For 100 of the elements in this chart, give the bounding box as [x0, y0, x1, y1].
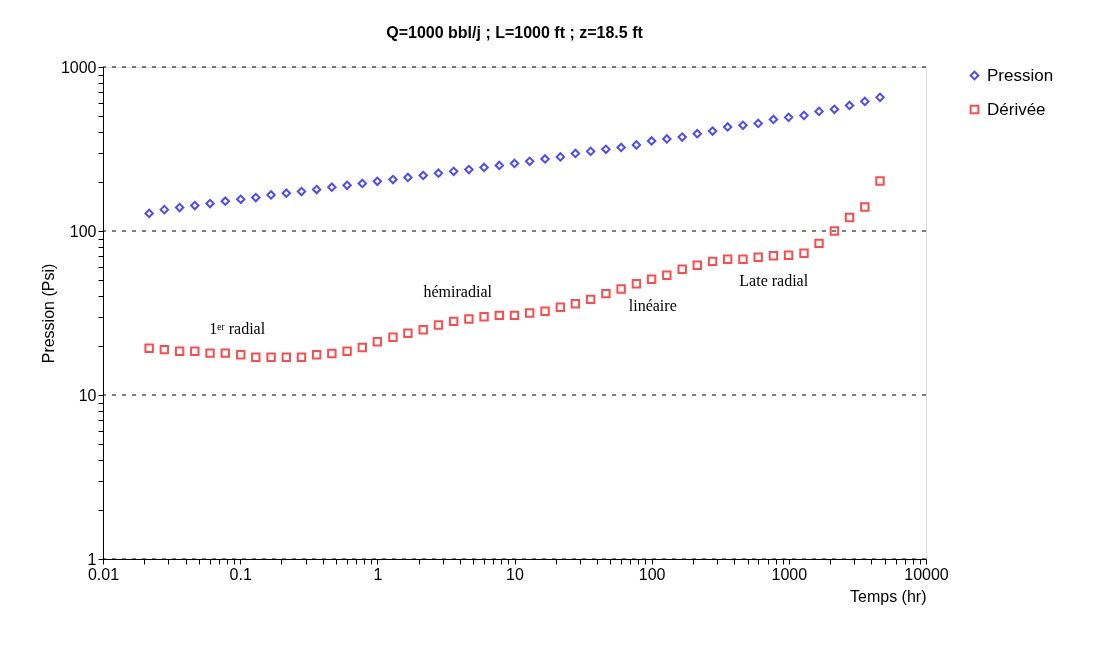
point: [144, 343, 154, 353]
point: [799, 110, 809, 121]
point: [814, 106, 824, 117]
annotation: linéaire: [628, 296, 677, 314]
point: [738, 120, 748, 131]
y-tick-label: 1000: [60, 58, 97, 76]
point: [372, 176, 383, 186]
point: [799, 248, 809, 259]
point: [722, 254, 733, 265]
point: [738, 254, 748, 265]
chart-title: Q=1000 bbl/j ; L=1000 ft ; z=18.5 ft: [386, 24, 644, 41]
point: [205, 348, 215, 358]
point: [296, 186, 307, 197]
point: [555, 302, 566, 312]
point: [296, 352, 307, 362]
point: [494, 310, 505, 321]
point: [631, 140, 642, 150]
point: [707, 256, 718, 267]
point: [342, 346, 352, 356]
point: [236, 194, 246, 205]
point: [251, 352, 261, 362]
point: [509, 310, 520, 321]
annotation: Late radial: [739, 271, 809, 289]
point: [662, 134, 672, 144]
point: [479, 312, 489, 322]
x-tick-label: 1: [373, 565, 383, 583]
point: [677, 264, 687, 275]
point: [692, 260, 702, 270]
point: [433, 320, 444, 330]
point: [753, 118, 763, 129]
point: [494, 160, 505, 171]
point: [311, 184, 322, 195]
point: [464, 314, 474, 324]
point: [220, 348, 230, 358]
point: [509, 158, 520, 169]
point: [768, 114, 779, 125]
point: [524, 156, 535, 167]
point: [524, 308, 535, 318]
point: [144, 208, 154, 219]
point: [601, 144, 611, 154]
point: [342, 180, 352, 190]
x-axis-title: Temps (hr): [850, 587, 927, 605]
point: [388, 174, 398, 185]
point: [205, 198, 215, 209]
point: [251, 192, 261, 203]
point: [357, 178, 368, 189]
point: [646, 136, 657, 146]
legend-label: Pression: [987, 65, 1054, 85]
point: [844, 100, 855, 111]
point: [403, 172, 413, 183]
point: [281, 352, 292, 362]
point: [311, 350, 322, 360]
point: [860, 96, 870, 107]
point: [601, 288, 611, 299]
point: [570, 299, 581, 309]
legend-label: Dérivée: [987, 99, 1046, 119]
point: [266, 352, 276, 362]
point: [783, 112, 794, 123]
point: [388, 332, 398, 342]
point: [448, 316, 459, 327]
x-tick-label: 10000: [904, 565, 949, 583]
point: [464, 164, 474, 175]
point: [433, 168, 444, 178]
annotation: hémiradial: [423, 282, 493, 300]
point: [357, 342, 368, 353]
point: [768, 250, 779, 261]
point: [616, 284, 626, 294]
point: [159, 204, 170, 215]
point: [281, 188, 292, 198]
point: [692, 128, 702, 139]
point: [860, 202, 870, 212]
point: [448, 166, 459, 177]
point: [662, 270, 672, 280]
point: [418, 325, 428, 335]
point: [677, 132, 687, 142]
point: [190, 346, 200, 356]
point: [753, 252, 763, 263]
point: [844, 212, 855, 223]
point: [540, 154, 550, 164]
point: [616, 142, 626, 153]
point: [479, 162, 489, 173]
point: [722, 122, 733, 132]
y-tick-label: 10: [78, 386, 97, 404]
x-tick-label: 10: [506, 565, 524, 583]
point: [327, 348, 337, 359]
y-tick-label: 100: [69, 222, 97, 240]
point: [783, 250, 794, 260]
point: [585, 146, 596, 157]
x-tick-label: 100: [638, 565, 666, 583]
x-tick-label: 1000: [771, 565, 808, 583]
point: [875, 92, 885, 103]
point: [327, 182, 337, 192]
point: [190, 200, 200, 211]
point: [646, 274, 657, 284]
point: [266, 190, 276, 200]
point: [236, 350, 246, 360]
point: [570, 148, 581, 159]
point: [707, 126, 718, 136]
x-tick-label: 0.1: [229, 565, 252, 583]
point: [540, 306, 550, 316]
